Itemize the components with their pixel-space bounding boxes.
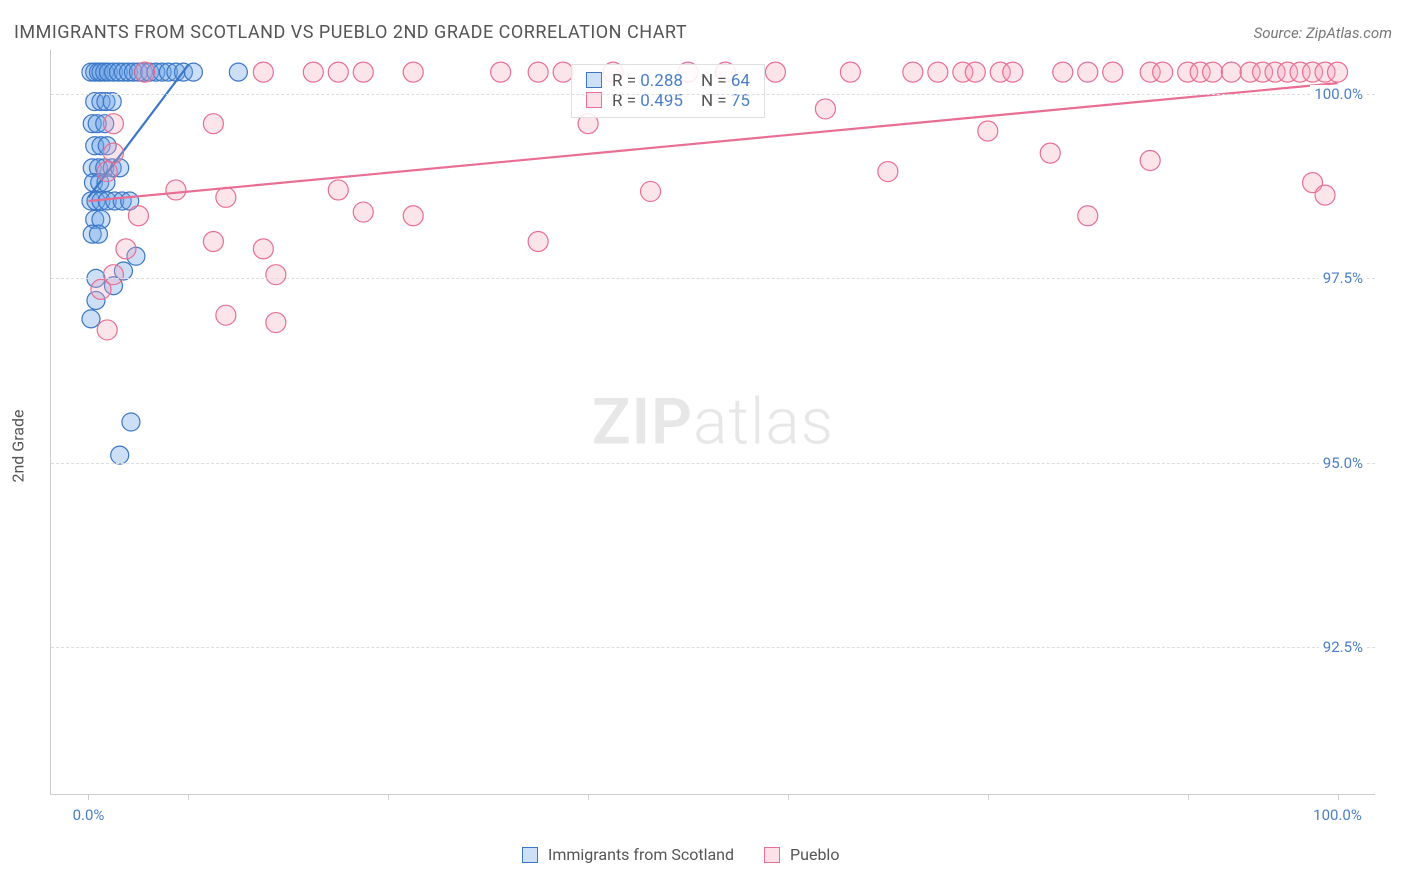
data-point [1053,62,1073,82]
gridline [51,278,1375,279]
data-point [1140,150,1160,170]
data-point [89,225,107,243]
gridline [51,94,1375,95]
x-tick-label: 0.0% [73,806,105,824]
data-point [216,305,236,325]
chart-title: IMMIGRANTS FROM SCOTLAND VS PUEBLO 2ND G… [14,22,687,43]
data-point [203,232,223,252]
n-value: 64 [731,71,750,91]
data-point [266,265,286,285]
data-point [266,313,286,333]
data-point [91,279,111,299]
legend-swatch [586,72,602,88]
data-point [116,239,136,259]
n-label: N = [701,71,731,91]
x-tick [1338,794,1339,800]
data-point [1315,185,1335,205]
data-point [103,93,121,111]
data-point [328,62,348,82]
bottom-legend: Immigrants from Scotland Pueblo [522,845,839,864]
legend-item: Pueblo [764,845,839,864]
x-tick [588,794,589,800]
data-point [122,413,140,431]
data-point [203,114,223,134]
x-tick-label: 100.0% [1313,806,1362,824]
data-point [491,62,511,82]
legend-label: Immigrants from Scotland [548,845,734,864]
data-point [928,62,948,82]
x-tick [188,794,189,800]
data-point [528,232,548,252]
x-tick [988,794,989,800]
plot-area: ZIPatlas R = 0.288N = 64R = 0.495N = 75 … [50,50,1375,795]
data-point [253,62,273,82]
data-point [528,62,548,82]
r-value: 0.288 [640,71,683,91]
data-point [1078,206,1098,226]
data-point [97,162,117,182]
data-point [840,62,860,82]
legend-label: Pueblo [790,845,839,864]
data-point [1153,62,1173,82]
y-tick-label: 92.5% [1319,638,1367,656]
legend-swatch [522,847,538,863]
data-point [978,121,998,141]
data-point [166,180,186,200]
data-point [103,114,123,134]
data-point [303,62,323,82]
legend-swatch [764,847,780,863]
chart-svg [51,50,1375,794]
data-point [328,180,348,200]
x-tick [88,794,89,800]
gridline [51,647,1375,648]
data-point [765,62,785,82]
data-point [353,62,373,82]
y-tick-label: 95.0% [1319,454,1367,472]
data-point [216,187,236,207]
data-point [128,206,148,226]
legend-item: Immigrants from Scotland [522,845,734,864]
gridline [51,463,1375,464]
data-point [82,310,100,328]
y-tick-label: 97.5% [1319,269,1367,287]
data-point [1103,62,1123,82]
data-point [403,62,423,82]
data-point [965,62,985,82]
data-point [1221,62,1241,82]
data-point [403,206,423,226]
data-point [229,63,247,81]
data-point [103,143,123,163]
data-point [97,320,117,340]
stats-legend-box: R = 0.288N = 64R = 0.495N = 75 [571,64,765,118]
data-point [1003,62,1023,82]
x-tick [388,794,389,800]
data-point [1328,62,1348,82]
data-point [878,162,898,182]
data-point [253,239,273,259]
stats-row: R = 0.288 N = 64 [586,71,750,91]
data-point [1203,62,1223,82]
data-point [903,62,923,82]
data-point [135,62,155,82]
x-tick [788,794,789,800]
data-point [1078,62,1098,82]
data-point [641,181,661,201]
source-attribution: Source: ZipAtlas.com [1254,24,1392,42]
x-tick [1188,794,1189,800]
data-point [815,99,835,119]
data-point [353,202,373,222]
r-label: R = [612,71,640,91]
y-tick-label: 100.0% [1310,85,1367,103]
data-point [111,446,129,464]
y-axis-title: 2nd Grade [9,409,28,482]
data-point [1040,143,1060,163]
